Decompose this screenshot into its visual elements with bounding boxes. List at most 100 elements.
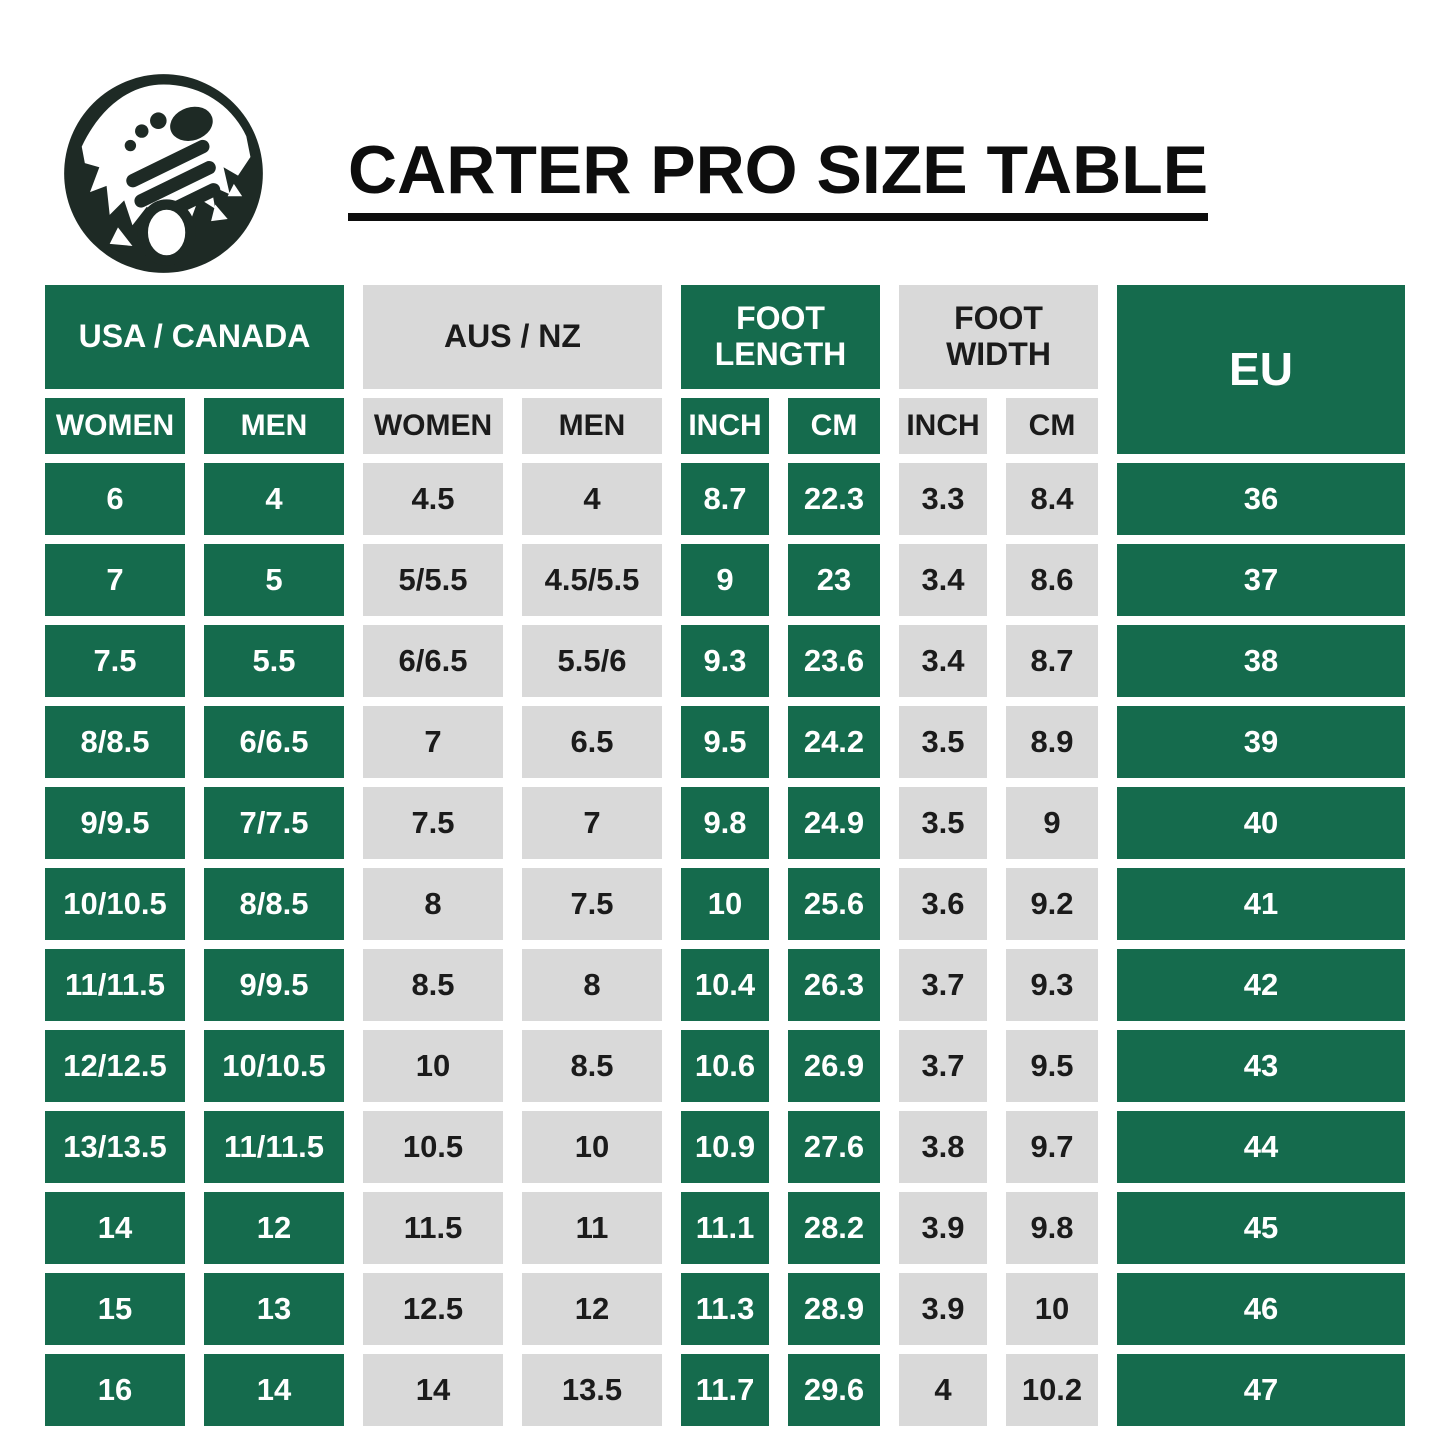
cell-r8-aus-men: 8.5 [522,1030,662,1102]
col-group-foot-width: FOOT WIDTH [899,285,1098,389]
subheader-aus-women: WOMEN [363,398,503,454]
cell-r11-length-inch: 11.3 [681,1273,769,1345]
cell-r4-aus-men: 6.5 [522,706,662,778]
cell-r12-width-cm: 10.2 [1006,1354,1098,1426]
cell-r11-aus-men: 12 [522,1273,662,1345]
cell-r3-eu: 38 [1117,625,1405,697]
cell-r4-length-cm: 24.2 [788,706,880,778]
cell-r7-length-cm: 26.3 [788,949,880,1021]
cell-r3-aus-women: 6/6.5 [363,625,503,697]
cell-r11-aus-women: 12.5 [363,1273,503,1345]
cell-r8-usa-women: 12/12.5 [45,1030,185,1102]
subheader-width-inch: INCH [899,398,987,454]
cell-r3-width-cm: 8.7 [1006,625,1098,697]
cell-r2-eu: 37 [1117,544,1405,616]
cell-r7-aus-women: 8.5 [363,949,503,1021]
cell-r8-length-cm: 26.9 [788,1030,880,1102]
cell-r9-eu: 44 [1117,1111,1405,1183]
cell-r1-usa-men: 4 [204,463,344,535]
cell-r2-usa-men: 5 [204,544,344,616]
cell-r4-width-inch: 3.5 [899,706,987,778]
cell-r10-aus-men: 11 [522,1192,662,1264]
cell-r3-usa-men: 5.5 [204,625,344,697]
cell-r9-aus-women: 10.5 [363,1111,503,1183]
cell-r9-usa-men: 11/11.5 [204,1111,344,1183]
cell-r7-width-cm: 9.3 [1006,949,1098,1021]
cell-r11-width-inch: 3.9 [899,1273,987,1345]
cell-r3-usa-women: 7.5 [45,625,185,697]
cell-r7-length-inch: 10.4 [681,949,769,1021]
cell-r8-width-cm: 9.5 [1006,1030,1098,1102]
cell-r3-length-inch: 9.3 [681,625,769,697]
cell-r8-length-inch: 10.6 [681,1030,769,1102]
cell-r9-length-inch: 10.9 [681,1111,769,1183]
col-group-eu: EU [1117,285,1405,454]
cell-r1-eu: 36 [1117,463,1405,535]
subheader-usa-men: MEN [204,398,344,454]
cell-r7-width-inch: 3.7 [899,949,987,1021]
cell-r11-length-cm: 28.9 [788,1273,880,1345]
size-table: USA / CANADA AUS / NZ FOOT LENGTH FOOT W… [45,285,1405,1426]
cell-r4-width-cm: 8.9 [1006,706,1098,778]
cell-r5-aus-women: 7.5 [363,787,503,859]
cell-r9-aus-men: 10 [522,1111,662,1183]
cell-r1-length-inch: 8.7 [681,463,769,535]
cell-r10-eu: 45 [1117,1192,1405,1264]
cell-r12-length-inch: 11.7 [681,1354,769,1426]
cell-r6-length-cm: 25.6 [788,868,880,940]
subheader-usa-women: WOMEN [45,398,185,454]
cell-r2-length-cm: 23 [788,544,880,616]
cell-r2-usa-women: 7 [45,544,185,616]
cell-r10-usa-women: 14 [45,1192,185,1264]
cell-r6-width-inch: 3.6 [899,868,987,940]
cell-r12-width-inch: 4 [899,1354,987,1426]
cell-r10-width-cm: 9.8 [1006,1192,1098,1264]
cell-r11-eu: 46 [1117,1273,1405,1345]
cell-r9-length-cm: 27.6 [788,1111,880,1183]
cell-r11-width-cm: 10 [1006,1273,1098,1345]
col-group-foot-length: FOOT LENGTH [681,285,880,389]
cell-r6-width-cm: 9.2 [1006,868,1098,940]
cell-r10-aus-women: 11.5 [363,1192,503,1264]
cell-r9-width-cm: 9.7 [1006,1111,1098,1183]
cell-r2-length-inch: 9 [681,544,769,616]
cell-r12-length-cm: 29.6 [788,1354,880,1426]
cell-r5-width-cm: 9 [1006,787,1098,859]
cell-r1-length-cm: 22.3 [788,463,880,535]
cell-r5-eu: 40 [1117,787,1405,859]
cell-r9-width-inch: 3.8 [899,1111,987,1183]
cell-r3-aus-men: 5.5/6 [522,625,662,697]
cell-r7-aus-men: 8 [522,949,662,1021]
subheader-length-inch: INCH [681,398,769,454]
cell-r1-aus-men: 4 [522,463,662,535]
cell-r12-aus-women: 14 [363,1354,503,1426]
cell-r5-aus-men: 7 [522,787,662,859]
cell-r5-usa-men: 7/7.5 [204,787,344,859]
cell-r6-aus-men: 7.5 [522,868,662,940]
cell-r11-usa-men: 13 [204,1273,344,1345]
cell-r10-length-cm: 28.2 [788,1192,880,1264]
cell-r8-width-inch: 3.7 [899,1030,987,1102]
cell-r1-width-inch: 3.3 [899,463,987,535]
col-group-usa-canada: USA / CANADA [45,285,344,389]
cell-r12-aus-men: 13.5 [522,1354,662,1426]
cell-r12-usa-men: 14 [204,1354,344,1426]
cell-r10-usa-men: 12 [204,1192,344,1264]
cell-r2-aus-women: 5/5.5 [363,544,503,616]
cell-r8-usa-men: 10/10.5 [204,1030,344,1102]
cell-r1-width-cm: 8.4 [1006,463,1098,535]
brand-logo [60,70,267,277]
cell-r1-usa-women: 6 [45,463,185,535]
cell-r1-aus-women: 4.5 [363,463,503,535]
cell-r7-usa-women: 11/11.5 [45,949,185,1021]
cell-r7-usa-men: 9/9.5 [204,949,344,1021]
cell-r10-length-inch: 11.1 [681,1192,769,1264]
cell-r4-eu: 39 [1117,706,1405,778]
cell-r5-length-inch: 9.8 [681,787,769,859]
cell-r6-usa-women: 10/10.5 [45,868,185,940]
subheader-width-cm: CM [1006,398,1098,454]
page-title: CARTER PRO SIZE TABLE [348,136,1209,221]
cell-r2-aus-men: 4.5/5.5 [522,544,662,616]
col-group-aus-nz: AUS / NZ [363,285,662,389]
cell-r10-width-inch: 3.9 [899,1192,987,1264]
